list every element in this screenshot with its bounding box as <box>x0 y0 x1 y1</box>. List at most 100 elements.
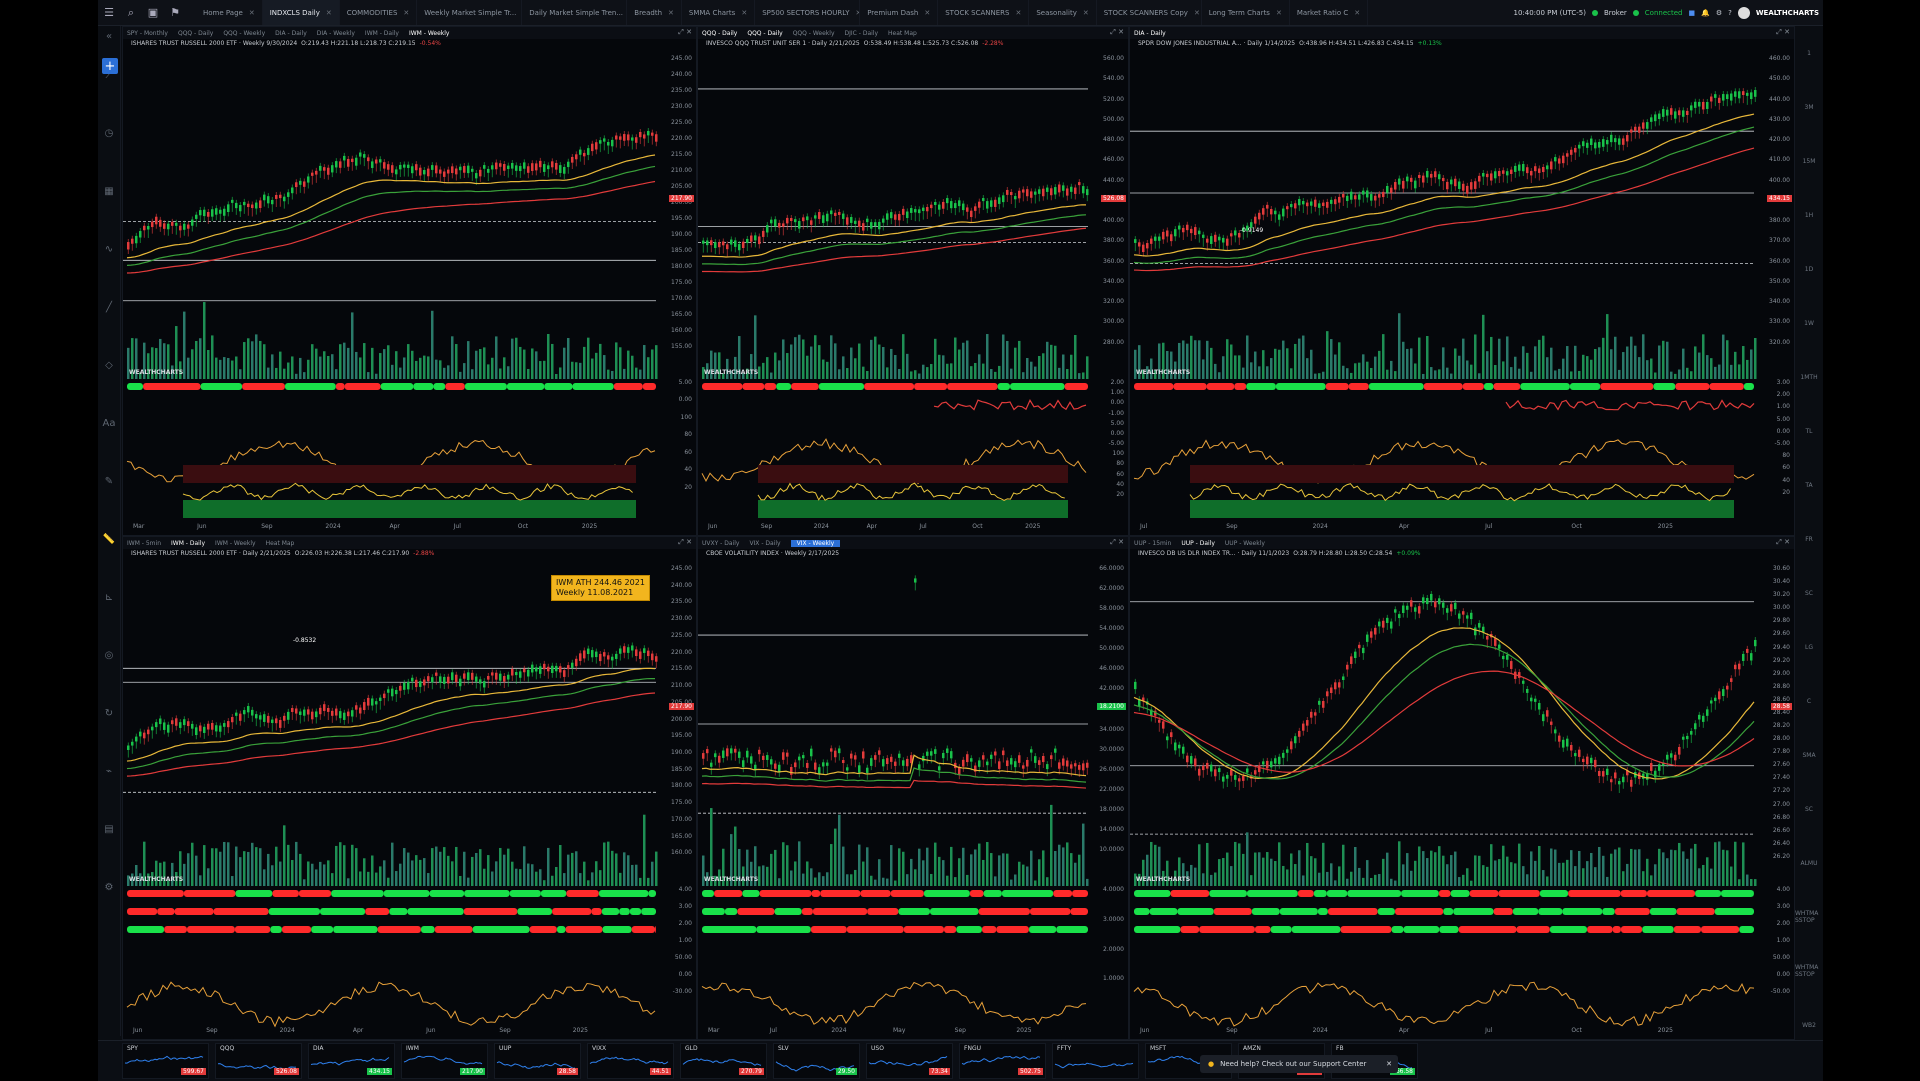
close-tab-icon[interactable]: ✕ <box>1354 9 1360 17</box>
indicator-toggle[interactable]: WHTMA SSTOP <box>1795 890 1823 944</box>
add-chart-button[interactable]: + <box>102 58 118 74</box>
indicator-toggle[interactable]: 1MTH <box>1795 350 1823 404</box>
clock-tool-icon[interactable]: ◷ <box>98 104 120 162</box>
text-tool-icon[interactable]: Aa <box>98 394 120 452</box>
close-tab-icon[interactable]: ✕ <box>326 9 332 17</box>
indicator-toggle[interactable]: SC <box>1795 782 1823 836</box>
measure-tool-icon[interactable]: ⊾ <box>98 568 120 626</box>
collapse-icon[interactable]: « <box>98 26 120 46</box>
chart-tool-icon[interactable]: ⌁ <box>98 742 120 800</box>
workspace-tab[interactable]: Premium Dash✕ <box>860 0 938 25</box>
ruler-tool-icon[interactable]: 📏 <box>98 510 120 568</box>
indicator-toggle[interactable]: FR <box>1795 512 1823 566</box>
maximize-icon[interactable]: ⤢ <box>1776 28 1782 36</box>
close-icon[interactable]: ✕ <box>1118 538 1124 546</box>
search-icon[interactable]: ⌕ <box>120 0 142 25</box>
bell-icon[interactable]: 🔔 <box>1701 9 1710 17</box>
indicator-toggle[interactable]: ALMU <box>1795 836 1823 890</box>
settings-tool-icon[interactable]: ⚙ <box>98 858 120 916</box>
line-tool-icon[interactable]: ╱ <box>98 278 120 336</box>
workspace-tab[interactable]: Daily Market Simple Tren...✕ <box>522 0 627 25</box>
workspace-tab[interactable]: COMMODITIES✕ <box>340 0 418 25</box>
trendline-tool-icon[interactable]: ⟋ <box>98 46 120 104</box>
close-icon[interactable]: ✕ <box>1118 28 1124 36</box>
workspace-tab[interactable]: SMMA Charts✕ <box>682 0 755 25</box>
alert-icon[interactable]: ⚑ <box>164 0 186 25</box>
close-icon[interactable]: ✕ <box>1386 1060 1392 1068</box>
indicator-toggle[interactable]: WHTMA SSTOP <box>1795 944 1823 998</box>
pencil-tool-icon[interactable]: ✎ <box>98 452 120 510</box>
workspace-tab[interactable]: STOCK SCANNERS Copy✕ <box>1097 0 1202 25</box>
broker-label[interactable]: Broker <box>1604 9 1627 17</box>
close-tab-icon[interactable]: ✕ <box>1083 9 1089 17</box>
workspace-tab[interactable]: Market Ratio C✕ <box>1290 0 1368 25</box>
calendar-tool-icon[interactable]: ▦ <box>98 162 120 220</box>
close-tab-icon[interactable]: ✕ <box>1194 9 1200 17</box>
gear-icon[interactable]: ⚙ <box>1716 9 1722 17</box>
help-icon[interactable]: ? <box>1728 9 1732 17</box>
workspace-tab[interactable]: Weekly Market Simple Tr...✕ <box>417 0 522 25</box>
indicator-toggle[interactable]: LG <box>1795 620 1823 674</box>
workspace-tab[interactable]: STOCK SCANNERS✕ <box>938 0 1029 25</box>
indicator-toggle[interactable]: 3M <box>1795 80 1823 134</box>
indicator-toggle[interactable]: 1D <box>1795 242 1823 296</box>
workspace-tab[interactable]: SP500 SECTORS HOURLY✕ <box>755 0 860 25</box>
maximize-icon[interactable]: ⤢ <box>678 538 684 546</box>
close-tab-icon[interactable]: ✕ <box>668 9 674 17</box>
close-icon[interactable]: ✕ <box>1784 538 1790 546</box>
support-toast[interactable]: ● Need help? Check out our Support Cente… <box>1200 1055 1398 1073</box>
indicator-toggle[interactable]: 1 <box>1795 26 1823 80</box>
maximize-icon[interactable]: ⤢ <box>1110 538 1116 546</box>
workspace-tab[interactable]: INDXCLS Daily✕ <box>263 0 340 25</box>
close-tab-icon[interactable]: ✕ <box>1276 9 1282 17</box>
layers-tool-icon[interactable]: ▤ <box>98 800 120 858</box>
close-tab-icon[interactable]: ✕ <box>1015 9 1021 17</box>
indicator-toggle[interactable]: TA <box>1795 458 1823 512</box>
indicator-toggle[interactable]: 1H <box>1795 188 1823 242</box>
maximize-icon[interactable]: ⤢ <box>1776 538 1782 546</box>
indicator-toggle[interactable]: TL <box>1795 404 1823 458</box>
maximize-icon[interactable]: ⤢ <box>678 28 684 36</box>
close-tab-icon[interactable]: ✕ <box>403 9 409 17</box>
layout-icon[interactable]: ▣ <box>142 0 164 25</box>
shape-tool-icon[interactable]: ◇ <box>98 336 120 394</box>
workspace-tab[interactable]: Home Page✕ <box>196 0 263 25</box>
workspace-tab[interactable]: Long Term Charts✕ <box>1202 0 1290 25</box>
close-icon[interactable]: ✕ <box>686 538 692 546</box>
wave-tool-icon[interactable]: ∿ <box>98 220 120 278</box>
close-tab-icon[interactable]: ✕ <box>924 9 930 17</box>
watchlist-mini-chart[interactable]: FFTY <box>1052 1043 1139 1079</box>
indicator-toggle[interactable]: SMA <box>1795 728 1823 782</box>
close-tab-icon[interactable]: ✕ <box>741 9 747 17</box>
indicator-toggle[interactable]: C <box>1795 674 1823 728</box>
avatar[interactable] <box>1738 7 1750 19</box>
close-icon[interactable]: ✕ <box>1784 28 1790 36</box>
indicator-toggle[interactable]: 15M <box>1795 134 1823 188</box>
close-icon[interactable]: ✕ <box>686 28 692 36</box>
